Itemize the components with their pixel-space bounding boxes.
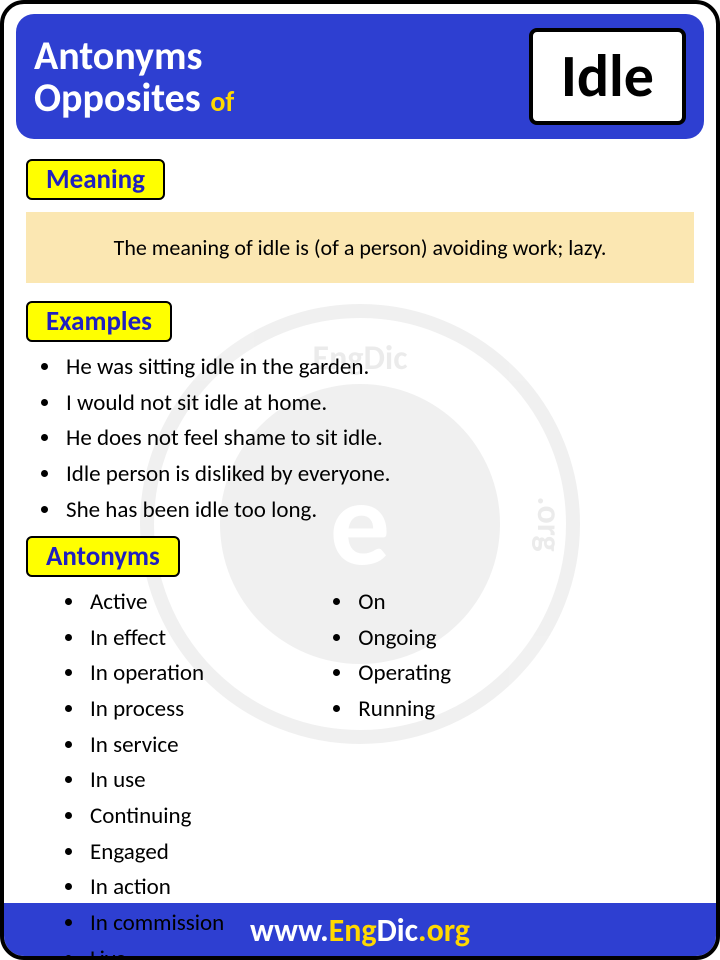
list-item: In operation bbox=[86, 656, 224, 692]
list-item: He was sitting idle in the garden. bbox=[62, 350, 694, 386]
antonyms-label: Antonyms bbox=[26, 536, 180, 577]
list-item: In action bbox=[86, 870, 224, 906]
list-item: I would not sit idle at home. bbox=[62, 386, 694, 422]
list-item: Engaged bbox=[86, 835, 224, 871]
list-item: Active bbox=[86, 585, 224, 621]
list-item: In commission bbox=[86, 906, 224, 942]
list-item: In use bbox=[86, 763, 224, 799]
meaning-label: Meaning bbox=[26, 159, 165, 200]
list-item: Live bbox=[86, 942, 224, 960]
list-item: In effect bbox=[86, 621, 224, 657]
examples-section: Examples He was sitting idle in the gard… bbox=[4, 293, 716, 528]
list-item: In service bbox=[86, 728, 224, 764]
list-item: She has been idle too long. bbox=[62, 493, 694, 529]
list-item: On bbox=[354, 585, 451, 621]
antonyms-col2: On Ongoing Operating Running bbox=[294, 585, 451, 960]
featured-word: Idle bbox=[529, 28, 686, 125]
header-bar: Antonyms Opposites of Idle bbox=[16, 14, 704, 139]
list-item: Ongoing bbox=[354, 621, 451, 657]
header-title: Antonyms Opposites of bbox=[34, 35, 234, 119]
antonyms-columns: Active In effect In operation In process… bbox=[26, 585, 694, 960]
list-item: Idle person is disliked by everyone. bbox=[62, 457, 694, 493]
antonyms-col1: Active In effect In operation In process… bbox=[26, 585, 224, 960]
list-item: In process bbox=[86, 692, 224, 728]
meaning-text: The meaning of idle is (of a person) avo… bbox=[26, 212, 694, 283]
header-of: of bbox=[210, 84, 234, 119]
examples-label: Examples bbox=[26, 301, 172, 342]
meaning-section: Meaning The meaning of idle is (of a per… bbox=[4, 151, 716, 283]
page-frame: EngDic .org e Antonyms Opposites of Idle… bbox=[0, 0, 720, 960]
list-item: Operating bbox=[354, 656, 451, 692]
list-item: Continuing bbox=[86, 799, 224, 835]
list-item: Running bbox=[354, 692, 451, 728]
examples-list: He was sitting idle in the garden. I wou… bbox=[26, 350, 694, 528]
antonyms-section: Antonyms Active In effect In operation I… bbox=[4, 528, 716, 960]
list-item: He does not feel shame to sit idle. bbox=[62, 421, 694, 457]
header-line2: Opposites bbox=[34, 73, 201, 122]
